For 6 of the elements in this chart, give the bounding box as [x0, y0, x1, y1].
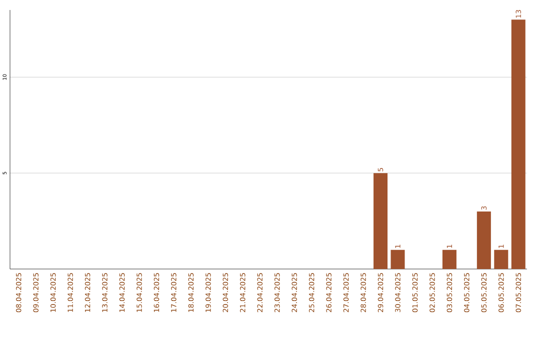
bar [374, 173, 388, 269]
bar [511, 20, 526, 269]
bar [476, 211, 491, 269]
bar [442, 250, 456, 269]
bar [494, 250, 508, 269]
bar [390, 250, 405, 269]
